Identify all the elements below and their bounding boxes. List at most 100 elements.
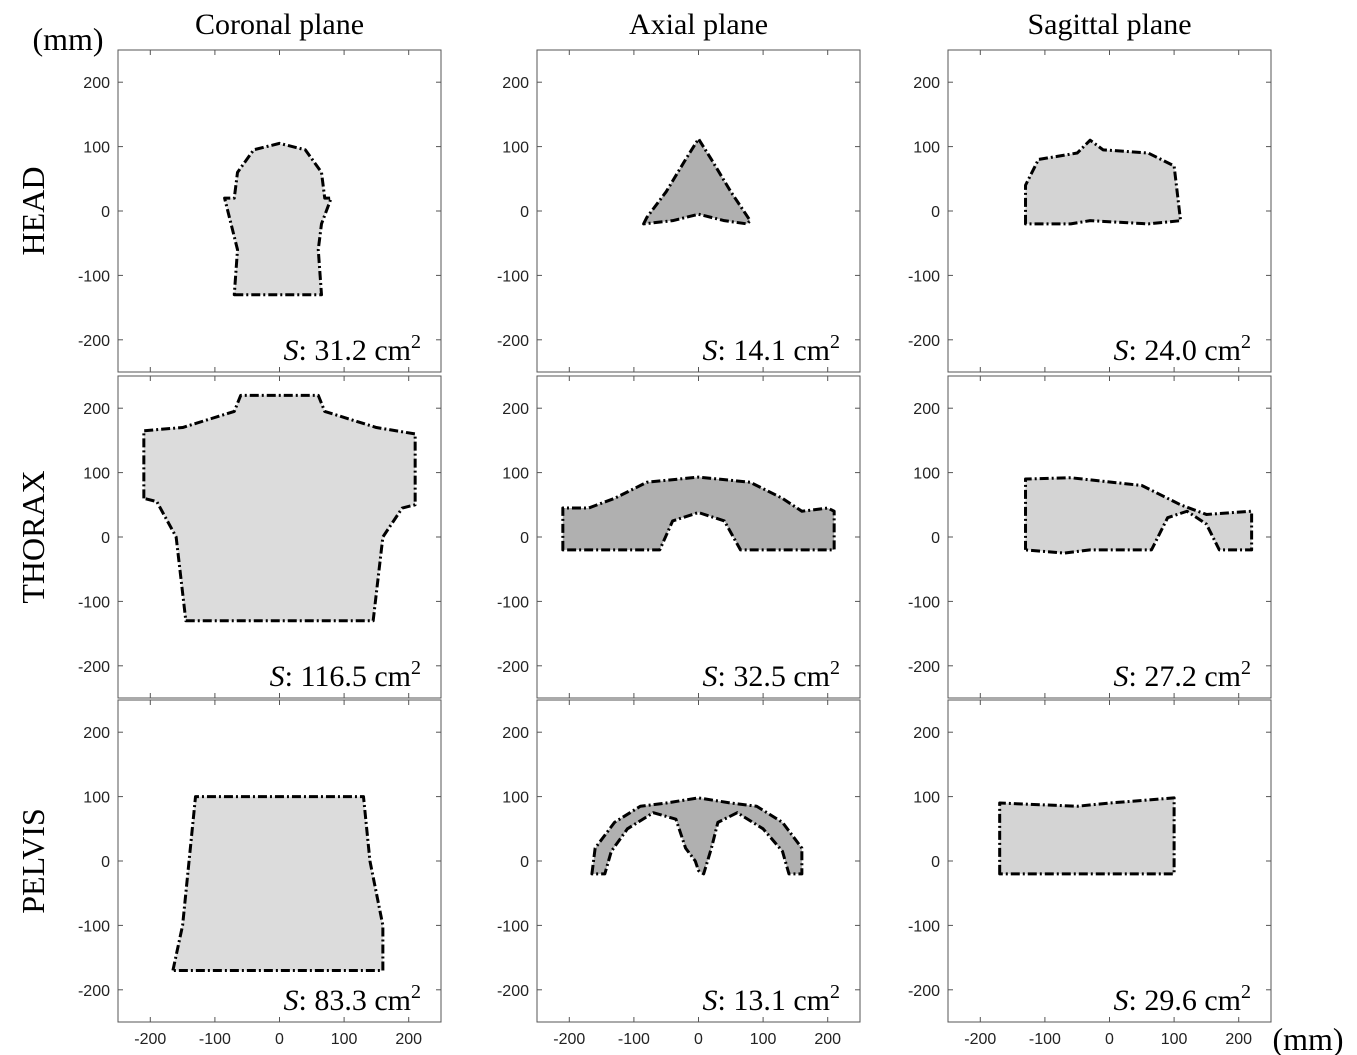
y-tick-label: 200 <box>83 75 110 92</box>
area-label: S: 13.1 cm2 <box>703 981 841 1017</box>
x-tick-label: 200 <box>395 1031 422 1048</box>
area-label: S: 83.3 cm2 <box>284 981 422 1017</box>
y-tick-label: 0 <box>101 854 110 871</box>
y-tick-label: -200 <box>78 659 110 676</box>
x-tick-label: 100 <box>1161 1031 1188 1048</box>
area-symbol: S <box>284 984 299 1017</box>
panel: -200-1000100200S: 27.2 cm2 <box>908 376 1271 698</box>
body-outline <box>1000 798 1174 874</box>
area-value: : 27.2 cm <box>1129 660 1242 693</box>
row-label: PELVIS <box>15 808 51 914</box>
area-value: : 83.3 cm <box>299 984 412 1017</box>
y-tick-label: -200 <box>497 983 529 1000</box>
area-label: S: 31.2 cm2 <box>284 331 422 367</box>
y-tick-label: -200 <box>908 659 940 676</box>
area-value: : 31.2 cm <box>299 334 412 367</box>
area-symbol: S <box>703 334 718 367</box>
x-tick-label: -200 <box>964 1031 996 1048</box>
panel: -200 -100 0 100 200 -200 -100 0 100 200 S: 83.3 cm… <box>78 700 441 1048</box>
x-tick-label: 0 <box>694 1031 703 1048</box>
area-symbol: S <box>270 660 285 693</box>
y-tick-label: -200 <box>908 333 940 350</box>
y-tick-label: 0 <box>101 530 110 547</box>
y-tick-label: -100 <box>78 268 110 285</box>
y-tick-label: -200 <box>497 659 529 676</box>
y-tick-label: 0 <box>931 530 940 547</box>
area-label: S: 29.6 cm2 <box>1114 981 1252 1017</box>
x-tick-label: -200 <box>134 1031 166 1048</box>
body-outline <box>173 797 383 971</box>
y-unit-label: (mm) <box>32 21 103 57</box>
panel: -200-1000100200S: 116.5 cm2 <box>78 376 441 698</box>
y-tick-label: 100 <box>913 140 940 157</box>
y-tick-label: 100 <box>502 140 529 157</box>
column-title: Axial plane <box>629 8 768 41</box>
x-tick-label: -100 <box>1029 1031 1061 1048</box>
y-tick-label: 200 <box>83 725 110 742</box>
area-label: S: 27.2 cm2 <box>1114 657 1252 693</box>
x-tick-label: 0 <box>275 1031 284 1048</box>
y-tick-label: 0 <box>931 204 940 221</box>
area-superscript: 2 <box>1241 981 1251 1003</box>
area-symbol: S <box>703 984 718 1017</box>
y-tick-label: 100 <box>913 790 940 807</box>
x-tick-label: -100 <box>199 1031 231 1048</box>
area-superscript: 2 <box>830 331 840 353</box>
area-value: : 32.5 cm <box>718 660 831 693</box>
y-tick-label: -100 <box>497 594 529 611</box>
x-tick-label: 200 <box>814 1031 841 1048</box>
area-value: : 24.0 cm <box>1129 334 1242 367</box>
panel: -200 -100 0 100 200 S: 31.2 cm2 <box>78 50 441 372</box>
row-label: HEAD <box>15 167 51 256</box>
panel: -200 -100 0 100 200 S: 32.5 cm2 <box>497 376 860 698</box>
y-tick-label: -200 <box>78 333 110 350</box>
area-label: S: 32.5 cm2 <box>703 657 841 693</box>
area-value: : 14.1 cm <box>718 334 831 367</box>
column-title: Coronal plane <box>195 8 364 41</box>
row-label: THORAX <box>15 470 51 603</box>
y-tick-label: 100 <box>502 790 529 807</box>
area-label: S: 116.5 cm2 <box>270 657 421 693</box>
x-tick-label: 200 <box>1225 1031 1252 1048</box>
y-tick-label: 200 <box>502 75 529 92</box>
body-outline <box>144 395 415 620</box>
y-tick-label: -100 <box>78 918 110 935</box>
area-value: : 116.5 cm <box>285 660 411 693</box>
y-tick-label: -100 <box>908 918 940 935</box>
area-symbol: S <box>1114 334 1129 367</box>
y-tick-label: -200 <box>908 983 940 1000</box>
y-tick-label: 100 <box>83 140 110 157</box>
y-tick-label: 0 <box>101 204 110 221</box>
x-tick-label: -200 <box>553 1031 585 1048</box>
y-tick-label: 200 <box>913 725 940 742</box>
figure: (mm) (mm) Coronal planeAxial planeSagitt… <box>0 0 1357 1055</box>
y-tick-label: -100 <box>908 268 940 285</box>
y-tick-label: -100 <box>497 268 529 285</box>
area-superscript: 2 <box>411 331 421 353</box>
x-tick-label: 100 <box>331 1031 358 1048</box>
y-tick-label: 200 <box>913 401 940 418</box>
y-tick-label: 0 <box>520 854 529 871</box>
y-tick-label: -200 <box>497 333 529 350</box>
area-label: S: 14.1 cm2 <box>703 331 841 367</box>
y-tick-label: 0 <box>520 530 529 547</box>
y-tick-label: 200 <box>83 401 110 418</box>
area-symbol: S <box>284 334 299 367</box>
area-superscript: 2 <box>830 657 840 679</box>
area-superscript: 2 <box>411 981 421 1003</box>
x-tick-label: 100 <box>750 1031 777 1048</box>
x-tick-label: 0 <box>1105 1031 1114 1048</box>
y-tick-label: -200 <box>78 983 110 1000</box>
area-symbol: S <box>1114 660 1129 693</box>
y-tick-label: 100 <box>83 790 110 807</box>
y-tick-label: 100 <box>502 466 529 483</box>
area-superscript: 2 <box>411 657 421 679</box>
panel: -200-1000100200-200-1000100200S: 13.1 cm… <box>497 700 860 1048</box>
y-tick-label: 200 <box>913 75 940 92</box>
y-tick-label: -100 <box>78 594 110 611</box>
area-symbol: S <box>1114 984 1129 1017</box>
y-tick-label: 200 <box>502 401 529 418</box>
